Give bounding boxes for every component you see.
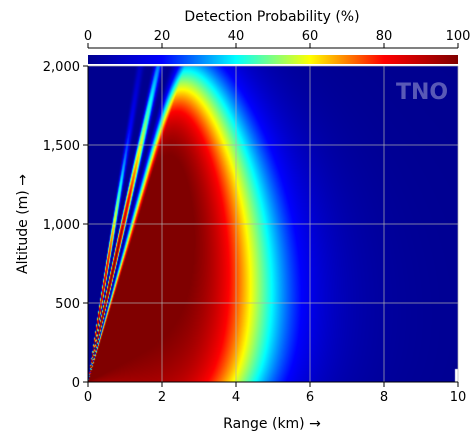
y-tick-label: 500 <box>55 297 80 312</box>
x-tick-label: 2 <box>158 390 166 405</box>
colorbar-title: Detection Probability (%) <box>184 9 359 25</box>
y-tick-label: 1,000 <box>43 218 80 233</box>
colorbar-strip <box>88 55 458 64</box>
colorbar-tick-label: 80 <box>376 29 393 44</box>
x-axis-label: Range (km) → <box>223 416 321 432</box>
x-tick-label: 6 <box>306 390 314 405</box>
colorbar-tick-label: 40 <box>228 29 245 44</box>
x-axis-ticks: 0 2 4 6 8 10 <box>84 382 466 405</box>
colorbar <box>88 47 458 64</box>
watermark-logo: TNO <box>396 80 448 105</box>
x-tick-label: 10 <box>450 390 467 405</box>
x-tick-label: 4 <box>232 390 240 405</box>
y-axis-label: Altitude (m) → <box>15 174 31 274</box>
x-tick-label: 0 <box>84 390 92 405</box>
y-tick-label: 1,500 <box>43 139 80 154</box>
colorbar-tick-label: 60 <box>302 29 319 44</box>
x-tick-label: 8 <box>380 390 388 405</box>
colorbar-ticks: 0 20 40 60 80 100 <box>84 29 471 48</box>
colorbar-tick-label: 100 <box>446 29 471 44</box>
colorbar-tick-label: 0 <box>84 29 92 44</box>
y-tick-label: 0 <box>72 376 80 391</box>
plot-grid <box>88 65 459 382</box>
y-axis-ticks: 0 500 1,000 1,500 2,000 <box>43 60 88 391</box>
y-tick-label: 2,000 <box>43 60 80 75</box>
colorbar-tick-label: 20 <box>154 29 171 44</box>
